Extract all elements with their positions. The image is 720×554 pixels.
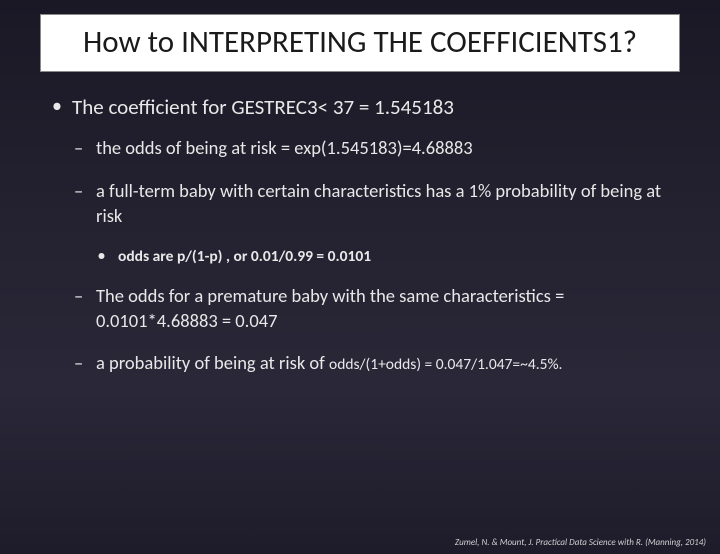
slide-title: How to INTERPRETING THE COEFFICIENTS1? (61, 25, 659, 61)
bullet-level2: a full-term baby with certain characteri… (72, 179, 670, 229)
bullet-level2: The odds for a premature baby with the s… (72, 284, 670, 334)
bullet-text-prefix: a probability of being at risk of (96, 351, 329, 374)
slide-title-box: How to INTERPRETING THE COEFFICIENTS1? (40, 14, 680, 72)
slide-content: The coefficient for GESTREC3< 37 = 1.545… (0, 72, 720, 377)
citation: Zumel, N. & Mount, J. Practical Data Sci… (455, 537, 706, 548)
bullet-text-suffix: odds/(1+odds) = 0.047/1.047=~4.5%. (329, 355, 562, 374)
bullet-level2: the odds of being at risk = exp(1.545183… (72, 136, 670, 161)
bullet-level1: The coefficient for GESTREC3< 37 = 1.545… (50, 94, 670, 120)
bullet-level3: odds are p/(1-p) , or 0.01/0.99 = 0.0101 (96, 247, 670, 266)
bullet-level2: a probability of being at risk of odds/(… (72, 351, 670, 376)
